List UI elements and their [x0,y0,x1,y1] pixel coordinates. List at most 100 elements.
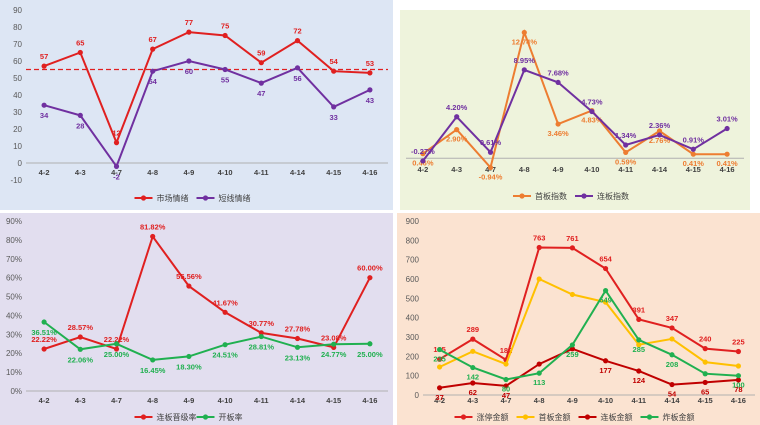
data-point [113,341,120,347]
data-label: 47 [257,89,265,98]
x-tick-label: 4-3 [467,396,478,405]
data-point [521,29,527,36]
data-label: 27.78% [285,325,311,334]
y-tick-label: 50 [13,74,22,83]
y-tick-label: -10 [10,176,22,185]
series-line [43,321,370,361]
data-label: 43 [366,96,374,105]
y-tick-label: 70% [6,255,22,264]
y-tick-label: 90 [13,6,22,15]
x-tick-label: 4-8 [147,168,158,177]
data-label: 225 [732,338,745,347]
data-label: 0.61% [480,138,502,147]
data-point [702,346,708,352]
legend-label: 连板晋级率 [157,412,197,422]
data-point [636,368,642,374]
series-line [439,288,739,381]
y-tick-label: 0% [10,387,22,396]
data-point [569,346,575,352]
data-point [437,364,443,370]
data-point [41,346,47,352]
y-tick-label: 20 [13,125,22,134]
data-label: 0.91% [683,135,705,144]
legend-label: 涨停金额 [477,412,509,422]
y-tick-label: 0 [415,391,420,400]
data-point [470,348,476,354]
legend-label: 开板率 [219,412,243,422]
legend-marker [460,414,467,420]
legend-label: 连板金额 [601,412,633,422]
data-label: 67 [149,35,157,44]
data-point [702,359,708,365]
y-tick-label: 400 [406,314,420,323]
data-label: 24.77% [321,350,347,359]
data-point [150,357,156,363]
legend-marker [140,414,147,420]
data-point [258,80,264,86]
data-point [367,275,373,281]
data-label: 56 [293,74,301,83]
data-label: 28.81% [249,343,275,352]
y-tick-label: 50% [6,293,22,302]
y-tick-label: 90% [6,217,22,226]
x-tick-label: 4-2 [417,165,428,174]
x-tick-label: 4-11 [631,396,646,405]
x-tick-label: 4-15 [698,396,713,405]
data-point [669,336,675,342]
data-label: 65 [76,39,84,48]
data-label: 0.41% [716,159,738,168]
data-point [150,233,156,240]
x-tick-label: 4-8 [147,396,158,405]
data-point [294,38,301,44]
x-tick-label: 4-10 [218,168,233,177]
data-label: 235 [433,355,446,364]
x-tick-label: 4-14 [290,168,306,177]
y-tick-label: 20% [6,349,22,358]
data-point [636,316,642,323]
x-tick-label: 4-8 [534,396,545,405]
data-point [487,149,494,155]
data-label: 53 [366,59,374,68]
data-label: 2.36% [649,121,671,130]
data-point [724,125,730,132]
data-point [420,158,426,164]
data-point [367,87,373,93]
data-point [294,65,301,71]
x-tick-label: 4-16 [362,168,377,177]
data-point [331,104,337,110]
data-point [569,342,575,348]
data-label: 0.59% [615,157,637,166]
series-line [43,59,371,169]
data-point [702,371,708,377]
data-label: 654 [599,255,612,264]
data-point [41,319,47,325]
x-tick-label: 4-2 [39,168,50,177]
data-point [603,358,609,364]
data-label: 16.45% [140,366,166,375]
data-point [503,361,509,367]
data-point [222,66,228,73]
chart-background [0,0,393,210]
data-point [186,58,192,64]
data-point [536,370,542,376]
data-label: 391 [633,305,646,314]
x-tick-label: 4-11 [618,165,633,174]
x-tick-label: 4-16 [720,165,735,174]
data-point [702,379,708,386]
data-label: 78 [734,385,742,394]
data-label: 142 [467,373,480,382]
data-label: 177 [599,366,612,375]
y-tick-label: 30 [13,108,22,117]
y-tick-label: 200 [406,352,420,361]
data-point [294,335,301,342]
y-tick-label: 700 [406,256,420,265]
x-tick-label: 4-11 [254,168,269,177]
data-point [669,381,675,388]
data-point [113,140,120,146]
legend-marker [202,414,209,420]
x-tick-label: 4-9 [183,168,194,177]
data-point [150,68,156,74]
y-tick-label: 40% [6,311,22,320]
data-label: 549 [599,296,612,305]
rates-chart: 0% 10% 20% 30% 40% 50% 60% 70% 80% 90% 4-2 4-3 4-7 4-… [0,213,393,425]
